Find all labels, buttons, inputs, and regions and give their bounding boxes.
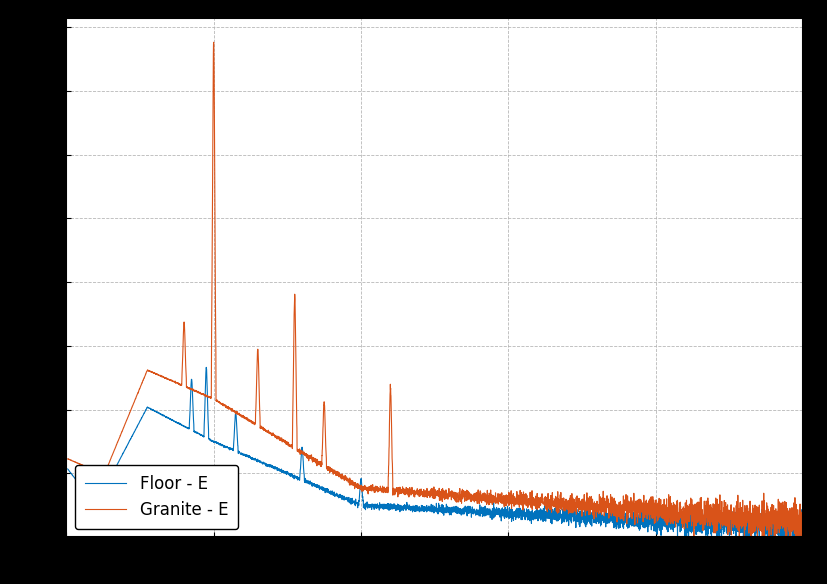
- Line: Granite - E: Granite - E: [68, 42, 802, 537]
- Floor - E: [797, 531, 807, 538]
- Floor - E: [504, 510, 514, 517]
- Granite - E: [667, 511, 676, 518]
- Floor - E: [680, 534, 690, 541]
- Granite - E: [196, 390, 206, 397]
- Line: Floor - E: Floor - E: [68, 367, 802, 537]
- Granite - E: [504, 502, 514, 509]
- Granite - E: [734, 534, 743, 541]
- Floor - E: [63, 465, 73, 472]
- Granite - E: [343, 478, 353, 485]
- Granite - E: [63, 456, 73, 463]
- Granite - E: [797, 532, 807, 539]
- Floor - E: [196, 432, 206, 439]
- Legend: Floor - E, Granite - E: Floor - E, Granite - E: [74, 465, 238, 529]
- Floor - E: [667, 522, 676, 529]
- Floor - E: [611, 519, 621, 526]
- Floor - E: [201, 364, 211, 371]
- Granite - E: [541, 506, 551, 513]
- Floor - E: [343, 494, 353, 501]
- Granite - E: [611, 508, 621, 515]
- Granite - E: [208, 39, 218, 46]
- Floor - E: [541, 509, 551, 516]
